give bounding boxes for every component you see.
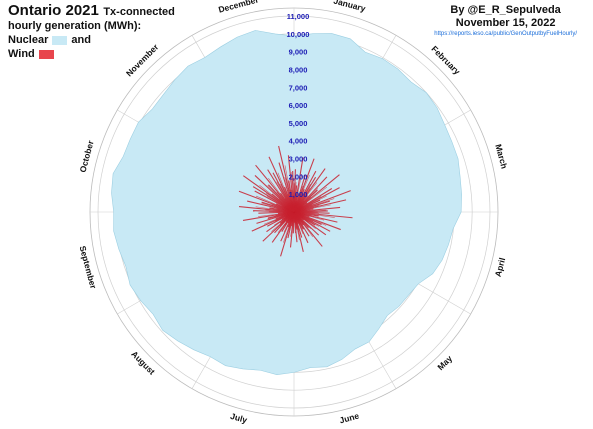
credit-block: By @E_R_Sepulveda November 15, 2022 http… — [434, 4, 577, 39]
tick-label-5: 5,000 — [289, 119, 308, 128]
tick-label-1: 1,000 — [289, 190, 308, 199]
wind-line-19 — [293, 168, 326, 213]
wind-line-5 — [293, 157, 304, 213]
month-label-april: April — [493, 257, 508, 278]
credit-author: By @E_R_Sepulveda — [450, 4, 561, 16]
legend-row-nuclear: Nuclear and — [8, 33, 198, 47]
chart-title-block: Ontario 2021 Tx-connected hourly generat… — [8, 2, 198, 61]
tick-label-4: 4,000 — [289, 137, 308, 146]
month-label-september: September — [77, 245, 98, 291]
legend-nuclear-swatch — [52, 35, 68, 45]
legend-wind-label: Wind — [8, 48, 35, 60]
wind-line-11 — [293, 158, 315, 213]
month-label-january: January — [333, 0, 367, 14]
wind-line-183 — [278, 162, 295, 213]
wind-line-179 — [268, 156, 295, 213]
month-label-march: March — [493, 143, 509, 170]
tick-label-8: 8,000 — [289, 65, 308, 74]
tick-label-11: 11,000 — [287, 12, 310, 21]
wind-line-147 — [238, 206, 295, 213]
credit-date: November 15, 2022 — [455, 17, 556, 29]
wind-line-185 — [278, 145, 295, 213]
tick-label-10: 10,000 — [287, 30, 310, 39]
wind-line-51 — [293, 211, 353, 219]
wind-line-167 — [254, 175, 295, 213]
tick-label-9: 9,000 — [289, 48, 308, 57]
month-label-june: June — [338, 411, 360, 426]
chart-subtitle-line1: Tx-connected — [103, 6, 175, 18]
month-label-july: July — [229, 411, 248, 425]
wind-line-163 — [242, 175, 295, 213]
wind-line-171 — [255, 164, 295, 213]
month-label-february: February — [429, 44, 462, 77]
month-label-december: December — [217, 0, 260, 15]
wind-line-41 — [293, 199, 347, 213]
wind-line-155 — [238, 190, 295, 213]
month-label-october: October — [78, 139, 96, 174]
chart-title: Ontario 2021 — [8, 2, 99, 19]
wind-line-189 — [287, 155, 295, 213]
legend-wind-swatch — [38, 49, 54, 59]
legend-row-wind: Wind — [8, 47, 198, 61]
wind-line-33 — [293, 187, 340, 213]
wind-series — [238, 145, 353, 257]
month-label-august: August — [129, 349, 157, 377]
tick-label-2: 2,000 — [289, 172, 308, 181]
wind-line-27 — [293, 174, 340, 213]
chart-subtitle-line2: hourly generation (MWh): — [8, 20, 142, 32]
credit-source-url: https://reports.ieso.ca/public/GenOutput… — [434, 31, 577, 37]
tick-label-7: 7,000 — [289, 83, 308, 92]
legend-and-label: and — [71, 34, 91, 46]
wind-line-139 — [242, 211, 295, 221]
wind-line-37 — [293, 190, 351, 213]
legend-nuclear-label: Nuclear — [8, 34, 49, 46]
tick-label-6: 6,000 — [289, 101, 308, 110]
radial-tick-labels: 1,000 2,000 3,000 4,000 5,000 6,000 7,000 8,000… — [287, 12, 310, 199]
tick-label-3: 3,000 — [289, 155, 308, 164]
